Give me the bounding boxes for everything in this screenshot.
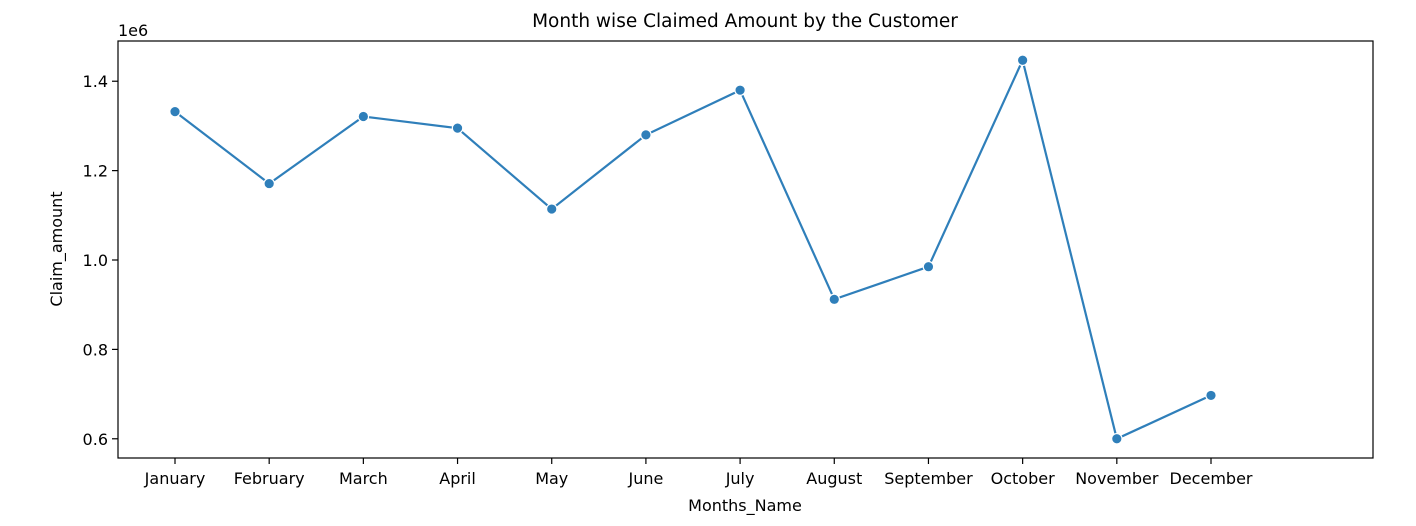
data-point: [640, 129, 652, 141]
x-tick-label: September: [884, 469, 973, 488]
y-tick-label: 0.8: [83, 340, 108, 359]
chart-title: Month wise Claimed Amount by the Custome…: [532, 11, 958, 32]
x-tick-label: August: [806, 469, 862, 488]
x-tick-label: June: [627, 469, 663, 488]
data-point: [1016, 54, 1029, 67]
x-tick-label: July: [725, 469, 755, 488]
y-axis: 0.6 0.8 1.0 1.2 1.4: [83, 72, 118, 449]
x-tick-label: May: [535, 469, 568, 488]
series-markers: [169, 54, 1217, 445]
x-tick-label: October: [991, 469, 1055, 488]
x-axis: January February March April May June July Augu…: [144, 458, 1253, 488]
y-tick-label: 1.2: [83, 162, 108, 181]
data-point: [545, 203, 558, 215]
data-point: [828, 293, 841, 306]
plot-area: [117, 40, 1374, 459]
y-tick-label: 1.0: [83, 251, 108, 270]
x-tick-label: January: [144, 469, 206, 488]
data-point: [169, 105, 181, 118]
data-point: [1205, 389, 1217, 402]
y-axis-offset-label: 1e6: [118, 21, 148, 40]
series-line: [174, 56, 1212, 441]
data-point: [922, 260, 935, 273]
x-tick-label: March: [339, 469, 388, 488]
data-point: [734, 84, 746, 96]
y-tick-label: 0.6: [83, 430, 108, 449]
x-tick-label: April: [439, 469, 476, 488]
data-point: [451, 122, 464, 134]
x-tick-label: December: [1170, 469, 1253, 488]
y-axis-label: Claim_amount: [47, 191, 67, 306]
x-axis-label: Months_Name: [688, 496, 802, 516]
y-tick-label: 1.4: [83, 72, 108, 91]
data-point: [1111, 432, 1123, 445]
data-point: [263, 177, 275, 190]
x-tick-label: November: [1075, 469, 1159, 488]
data-point: [357, 110, 370, 123]
x-tick-label: February: [234, 469, 305, 488]
